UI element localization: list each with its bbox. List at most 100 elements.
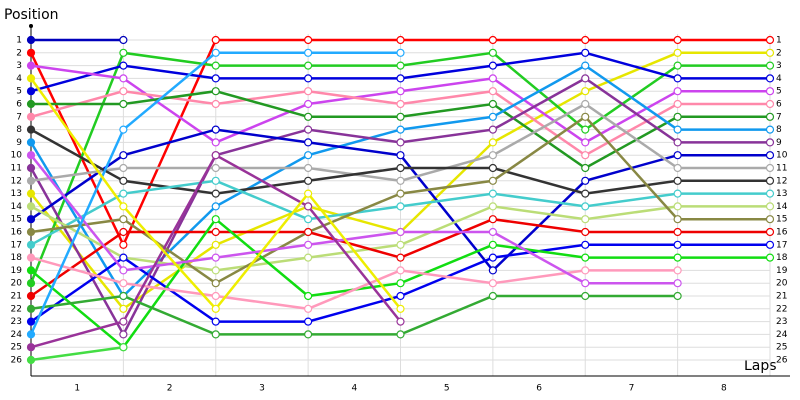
y-tick-label-right: 23 [776,317,787,327]
y-tick-label: 10 [11,151,23,161]
point [119,330,128,339]
point [396,189,405,198]
point [488,253,497,262]
point [488,48,497,57]
y-tick-label: 3 [16,61,22,71]
point [304,163,313,173]
point [304,215,313,224]
point [488,215,497,224]
point [581,202,590,211]
point [119,240,128,249]
point [26,266,36,275]
point [488,189,497,198]
point [673,125,682,134]
y-tick-label-right: 11 [776,164,787,174]
point [26,304,36,313]
point [119,227,128,237]
point [396,138,405,147]
point [581,279,590,288]
point [396,163,405,173]
y-tick-label: 2 [16,48,22,58]
point [304,125,313,134]
y-tick-label-right: 14 [776,202,788,212]
y-tick-label: 11 [11,164,22,174]
point [673,48,682,57]
point [26,227,36,237]
point [396,99,405,109]
point [581,163,590,173]
point [26,163,36,173]
point [673,279,682,288]
point [673,291,682,301]
point [211,291,220,301]
point [26,279,36,288]
point [211,138,220,147]
point [211,87,220,96]
y-tick-label: 23 [11,317,22,327]
point [119,253,128,262]
point [119,304,128,313]
point [673,138,682,147]
point [396,227,405,237]
y-tick-label: 26 [11,356,23,366]
point [26,317,36,326]
point [581,48,590,57]
point [304,35,313,45]
point [765,163,775,173]
point [304,48,313,57]
y-tick-label: 8 [16,125,22,135]
y-tick-label: 18 [11,253,23,263]
point [304,304,313,313]
point [581,61,590,70]
y-tick-label: 12 [11,176,22,186]
point [211,125,220,134]
point [673,266,682,275]
point [304,330,313,339]
point [211,266,220,275]
y-tick-label-right: 25 [776,343,787,353]
y-tick-label-right: 24 [776,330,788,340]
point [119,74,128,83]
point [488,163,497,173]
point [119,87,128,96]
point [119,291,128,301]
point [304,99,313,109]
point [119,189,128,198]
x-tick-label: 3 [259,384,265,394]
point [304,151,313,160]
point [673,215,682,224]
point [765,99,775,109]
point [488,227,497,237]
x-tick-label: 4 [351,384,357,394]
point [673,61,682,70]
y-tick-label: 22 [11,304,22,314]
point [26,112,36,121]
point [211,317,220,326]
point [211,35,220,45]
point [488,74,497,83]
axis-origin [29,24,33,28]
x-tick-label: 8 [721,384,727,394]
point [673,202,682,211]
point [765,202,775,211]
y-tick-label-right: 8 [776,125,782,135]
point [211,304,220,313]
point [211,253,220,262]
point [581,99,590,109]
point [211,215,220,224]
point [581,35,590,45]
point [488,240,497,249]
point [581,176,590,185]
point [765,61,775,70]
point [119,35,128,45]
y-tick-label-right: 18 [776,253,788,263]
point [211,279,220,288]
point [304,189,313,198]
y-tick-label-right: 16 [776,228,788,238]
point [119,99,128,109]
point [488,202,497,211]
point [673,253,682,262]
point [26,125,36,134]
point [673,99,682,109]
